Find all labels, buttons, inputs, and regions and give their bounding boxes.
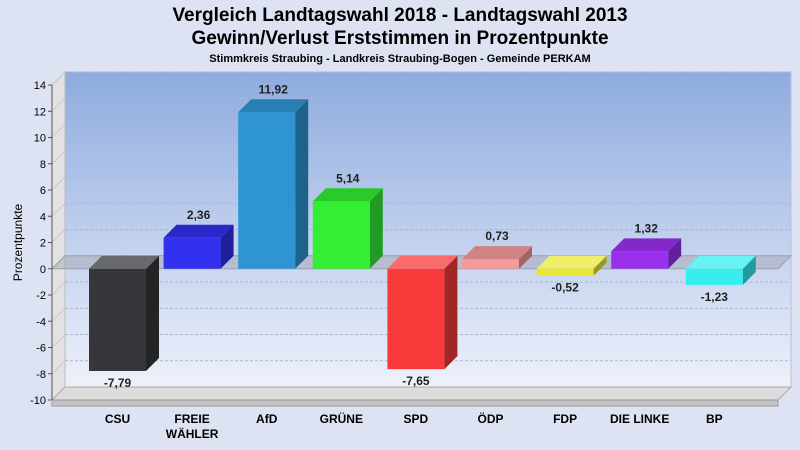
gridline-side <box>51 176 66 191</box>
bar-front <box>387 268 445 370</box>
data-label: 1,32 <box>635 221 659 235</box>
bar-side <box>593 255 607 276</box>
y-tick-label: 6 <box>40 185 46 197</box>
plot-floor-edge <box>51 399 779 407</box>
y-tick-label: -10 <box>30 395 46 407</box>
y-tick-label: 0 <box>40 264 46 276</box>
bar-side <box>742 255 756 285</box>
gridline-side <box>51 71 66 86</box>
chart-title-block: Vergleich Landtagswahl 2018 - Landtagswa… <box>0 4 800 65</box>
bar <box>163 224 234 269</box>
bar-front <box>462 259 519 269</box>
y-tick-label: -4 <box>36 316 46 328</box>
bar-top <box>462 246 532 260</box>
data-label: -7,79 <box>104 376 132 390</box>
bar <box>89 255 159 371</box>
bar <box>611 238 682 269</box>
gridline-side <box>51 150 66 165</box>
gridline-side <box>51 281 66 296</box>
x-tick-label: DIE LINKE <box>610 412 669 426</box>
x-tick-label: AfD <box>256 412 278 426</box>
x-tick-label: BP <box>706 412 723 426</box>
bar-top <box>611 238 682 252</box>
bar-top <box>163 224 234 238</box>
gridline-side <box>51 334 66 348</box>
x-tick-label: FDP <box>553 412 577 426</box>
plot-floor <box>50 386 793 401</box>
y-tick-label: 14 <box>34 80 46 92</box>
y-tick-label: -2 <box>36 290 46 302</box>
x-tick-label: CSU <box>105 412 130 426</box>
gridline-side <box>51 360 66 375</box>
chart-subtitle: Stimmkreis Straubing - Landkreis Straubi… <box>209 53 591 65</box>
bar <box>238 99 309 269</box>
gridline-side <box>51 229 66 243</box>
y-tick-label: -8 <box>36 369 46 381</box>
data-label: 0,73 <box>485 229 509 243</box>
data-label: -0,52 <box>551 281 579 295</box>
bar <box>387 255 458 370</box>
bar-front <box>312 201 370 269</box>
data-label: -7,65 <box>402 374 430 388</box>
bar-front <box>163 237 221 269</box>
y-tick-label: 12 <box>34 106 46 118</box>
bar-side <box>295 99 309 269</box>
bar-front <box>238 112 296 269</box>
x-tick-label: WÄHLER <box>166 426 219 441</box>
chart-title-line-1: Vergleich Landtagswahl 2018 - Landtagswa… <box>172 5 628 26</box>
y-tick-label: 4 <box>40 211 46 223</box>
bar-top <box>238 99 309 113</box>
y-tick-label: 8 <box>40 159 46 171</box>
bar-front <box>685 268 743 285</box>
bar-side <box>369 188 383 269</box>
data-label: 5,14 <box>336 171 360 185</box>
bar-side <box>146 255 159 371</box>
bar-front <box>611 251 669 269</box>
bar-side <box>668 238 682 269</box>
bar-top <box>387 255 458 269</box>
bar-top <box>312 188 383 202</box>
x-tick-label: SPD <box>404 412 429 426</box>
bar <box>462 246 532 269</box>
data-label: 11,92 <box>259 82 289 96</box>
bar <box>312 188 383 269</box>
y-tick-label: 10 <box>34 133 46 145</box>
bar-top <box>685 255 756 269</box>
bar-side <box>220 224 234 269</box>
gridline-side <box>51 307 66 322</box>
y-axis-title: Prozentpunkte <box>11 203 25 281</box>
gridline-side <box>51 124 66 138</box>
bar-front <box>89 268 146 371</box>
x-tick-label: FREIE <box>174 412 209 426</box>
x-tick-label: GRÜNE <box>320 411 363 426</box>
bar-top <box>89 255 159 269</box>
bar-side <box>519 246 532 269</box>
data-label: -1,23 <box>701 290 729 304</box>
data-label: 2,36 <box>187 208 211 222</box>
bar-front <box>536 268 594 276</box>
bar <box>685 255 756 285</box>
x-tick-label: ÖDP <box>477 411 503 426</box>
y-tick-label: 2 <box>40 238 46 250</box>
gridline-side <box>51 202 66 217</box>
chart-title-line-2: Gewinn/Verlust Erststimmen in Prozentpun… <box>191 28 609 49</box>
bar <box>536 255 607 276</box>
bar-side <box>444 255 458 370</box>
y-tick-label: -6 <box>36 343 46 355</box>
bar-top <box>536 255 607 269</box>
gridline-side <box>51 97 66 112</box>
